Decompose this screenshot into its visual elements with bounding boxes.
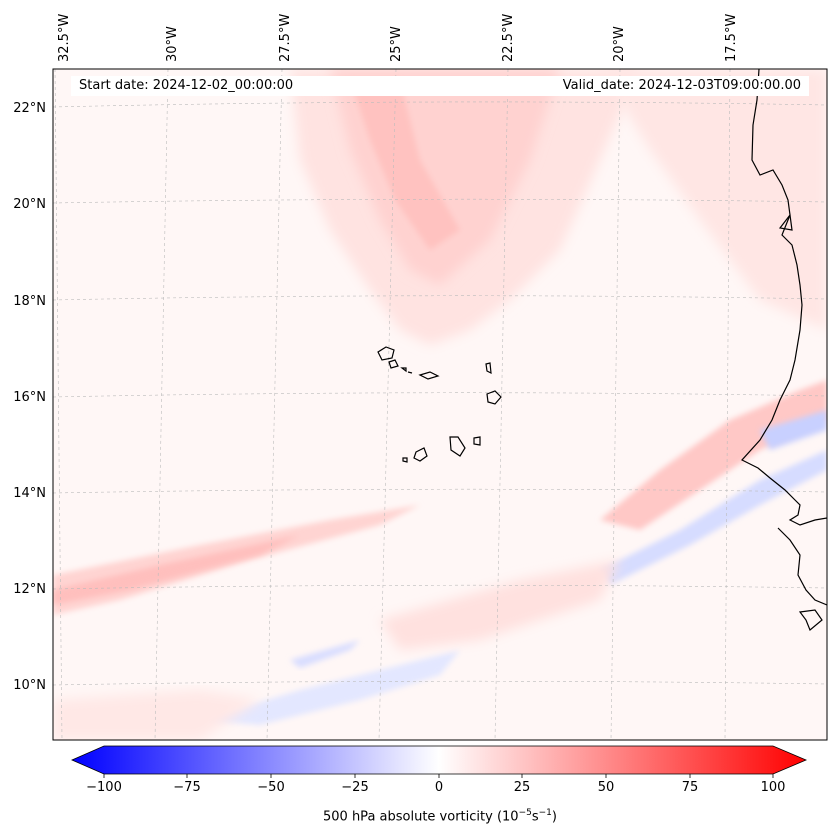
colorbar-bar — [71, 745, 808, 775]
graticule — [53, 69, 827, 740]
start-date-text: Start date: 2024-12-02_00:00:00 — [79, 78, 294, 93]
start-date-box: Start date: 2024-12-02_00:00:00 — [71, 76, 379, 96]
lat-label: 18°N — [13, 294, 46, 309]
valid-date-text: Valid_date: 2024-12-03T09:00:00.00 — [562, 78, 801, 93]
lon-label: 22.5°W — [501, 14, 516, 62]
lon-label: 30°W — [165, 26, 180, 62]
lat-label: 22°N — [13, 101, 46, 116]
latitude-labels: 22°N 20°N 18°N 16°N 14°N 12°N 10°N — [13, 101, 46, 693]
cabo-verde-islands — [377, 346, 502, 463]
map-frame — [52, 68, 828, 741]
vorticity-field — [53, 69, 827, 740]
colorbar-tick: −75 — [173, 780, 201, 795]
lat-label: 16°N — [13, 390, 46, 405]
lon-label: 32.5°W — [57, 14, 72, 62]
colorbar-tick: 0 — [434, 780, 444, 795]
lon-label: 20°W — [612, 26, 627, 62]
longitude-labels: 32.5°W 30°W 27.5°W 25°W 22.5°W 20°W 17.5… — [57, 14, 739, 62]
colorbar-tick: 75 — [681, 780, 699, 795]
lon-label: 27.5°W — [278, 14, 293, 62]
lat-label: 12°N — [13, 582, 46, 597]
colorbar — [71, 745, 808, 778]
valid-date-box: Valid_date: 2024-12-03T09:00:00.00 — [371, 76, 809, 96]
colorbar-tick: −50 — [257, 780, 285, 795]
lon-label: 25°W — [389, 26, 404, 62]
lat-label: 10°N — [13, 678, 46, 693]
colorbar-tick: −25 — [341, 780, 369, 795]
colorbar-label: 500 hPa absolute vorticity (10−5s−1) — [323, 808, 557, 825]
colorbar-tick: 100 — [760, 780, 786, 795]
coastline — [741, 69, 827, 631]
lat-label: 14°N — [13, 486, 46, 501]
vorticity-negative-streaks — [600, 450, 827, 585]
lon-label: 17.5°W — [724, 14, 739, 62]
colorbar-tick: 25 — [513, 780, 531, 795]
colorbar-tick: 50 — [597, 780, 615, 795]
colorbar-tick: −100 — [86, 780, 122, 795]
lat-label: 20°N — [13, 197, 46, 212]
